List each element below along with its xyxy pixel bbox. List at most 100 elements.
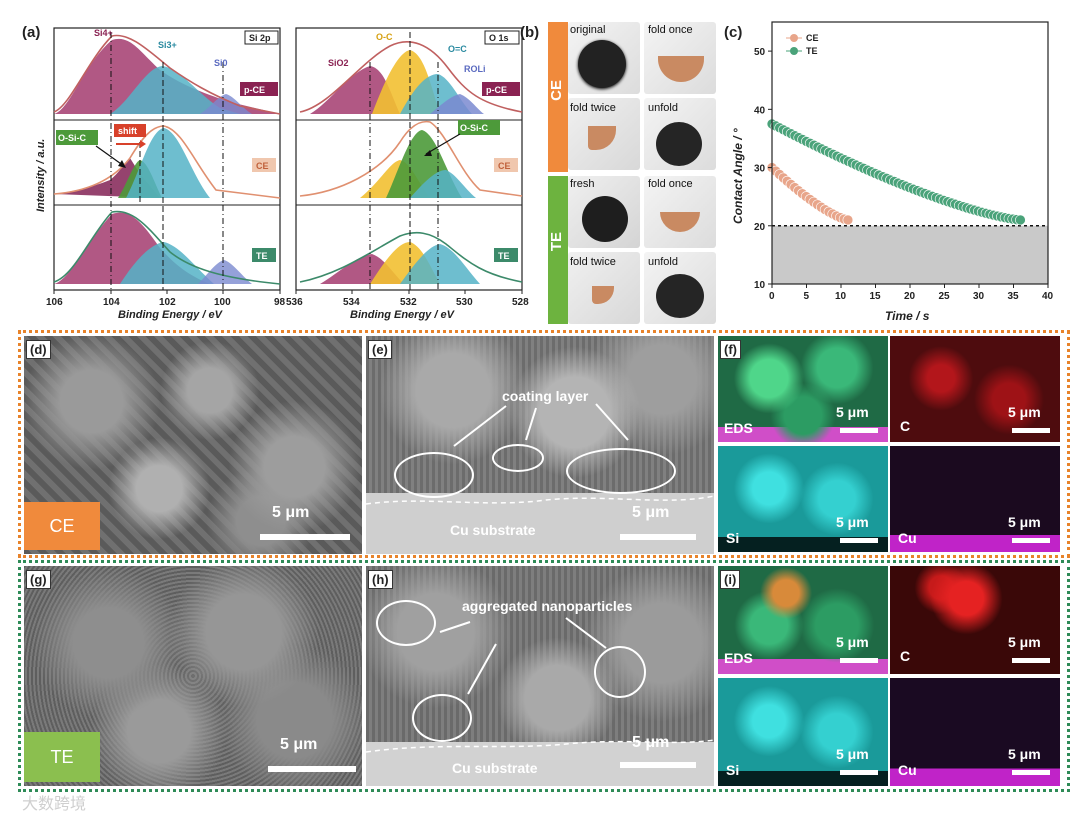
panel-g-label: (g) [26,570,51,589]
o1s-peak-3: ROLi [464,64,486,74]
si2p-xtick-1: 104 [103,297,120,308]
scale-label-g: 5 μm [280,736,318,753]
eds-tile-i-eds: (i) EDS 5 μm [718,566,888,674]
tile-f-c-label: C [900,418,911,434]
particle-outline-3 [566,448,676,494]
data-point-te [1015,214,1026,226]
si2p-xtick-0: 106 [46,297,63,308]
tile-f-si-label: Si [726,530,740,546]
chart-c-xtick: 40 [1042,291,1054,302]
ce-group-label: CE [548,80,565,101]
te-tag: TE [24,732,100,782]
o1s-xlabel: Binding Energy / eV [350,309,456,321]
o1s-title: O 1s [489,33,509,43]
panel-b-label: (b) [520,24,540,41]
tile-i-c-bar [1012,658,1050,663]
o1s-peak-1: O-C [376,32,393,42]
eds-tile-i-c: C 5 μm [890,566,1060,674]
particle-outline-1 [394,452,474,498]
si2p-row-1: CE [256,161,269,171]
tile-i-si-label: Si [726,762,740,778]
np-circle-1 [376,600,436,646]
tile-i-si-scale: 5 μm [836,746,869,762]
chart-c-ylabel: Contact Angle / ° [731,128,745,224]
si2p-peak-2: Si0 [214,58,228,68]
scale-bar-g [268,766,356,772]
tile-i-eds-scale: 5 μm [836,634,869,650]
panel-c-label: (c) [724,24,743,41]
o1s-xtick-2: 532 [400,297,417,308]
data-point-ce [842,214,854,226]
o1s-xtick-0: 536 [286,297,303,308]
scale-bar-d [260,534,350,540]
chart-c-xlabel: Time / s [885,309,930,323]
tile-i-c-label: C [900,648,911,664]
panel-e-label: (e) [368,340,392,359]
sem-te-surface: (g) TE 5 μm [24,566,362,786]
tile-i-c-scale: 5 μm [1008,634,1041,650]
panel-f-label: (f) [720,340,741,359]
te-group-label: TE [548,232,565,252]
o1s-peak-0: SiO2 [328,58,349,68]
legend-te-marker [790,47,798,55]
np-circle-3 [594,646,646,698]
chart-c-xtick: 0 [769,291,775,302]
ce-group-bar [548,22,568,172]
tile-f-cu-label: Cu [898,530,917,546]
photo-ce-fold-once: fold once [644,22,716,94]
eds-tile-f-cu: Cu 5 μm [890,446,1060,552]
chart-c-xtick: 5 [804,291,810,302]
photo-te-fresh: fresh [568,176,640,248]
tile-f-eds-bar [840,428,878,433]
chart-c-ytick: 20 [754,222,766,233]
tile-f-cu-scale: 5 μm [1008,514,1041,530]
coating-layer-label: coating layer [502,388,589,404]
eds-tile-i-si: Si 5 μm [718,678,888,786]
tile-f-c-scale: 5 μm [1008,404,1041,420]
chart-c-xtick: 20 [904,291,916,302]
xps-si2p-plot: 106 104 102 100 98 Binding Energy / eV I… [35,27,286,321]
xps-o1s-plot: 536 534 532 530 528 Binding Energy / eV … [286,27,529,321]
si2p-peak-0: Si4+ [94,28,113,38]
si2p-xtick-3: 100 [214,297,231,308]
cu-substrate-label-h: Cu substrate [452,760,538,776]
o1s-row-2: TE [498,251,510,261]
panel-a-label: (a) [22,24,41,41]
te-group-bar [548,176,568,324]
photo-te-fold-once: fold once [644,176,716,248]
particle-outline-2 [492,444,544,472]
aggregated-nanoparticles-label: aggregated nanoparticles [462,598,633,614]
si2p-xtick-4: 98 [274,297,286,308]
scale-bar-h [620,762,696,768]
photo-ce-unfold: unfold [644,98,716,170]
scale-label-e: 5 μm [632,504,670,521]
panel-i-label: (i) [720,570,741,589]
shift-label: shift [118,126,137,136]
legend-te-label: TE [806,46,818,56]
photo-te-unfold: unfold [644,252,716,324]
chart-c-xtick: 15 [870,291,882,302]
scale-label-d: 5 μm [272,504,310,521]
tile-f-eds-label: EDS [724,420,753,436]
watermark: 大数跨境 [22,794,87,813]
chart-c-ytick: 30 [754,164,766,175]
cu-substrate-label-e: Cu substrate [450,522,536,538]
tile-i-cu-scale: 5 μm [1008,746,1041,762]
eds-tile-f-c: C 5 μm [890,336,1060,442]
o1s-xtick-4: 528 [512,297,529,308]
sem-ce-cross-section: (e) coating layer Cu substrate 5 μm [366,336,714,554]
np-circle-2 [412,694,472,742]
photo-ce-original: original [568,22,640,94]
o1s-xtick-1: 534 [343,297,360,308]
ce-tag: CE [24,502,100,550]
chart-c-ytick: 10 [754,280,766,291]
si2p-xlabel: Binding Energy / eV [118,309,224,321]
si2p-peak-1: Si3+ [158,40,177,50]
chart-c-ytick: 40 [754,105,766,116]
shaded-region [772,225,1048,284]
legend-ce-label: CE [806,33,819,43]
contact-angle-chart: 0 5 10 15 20 25 30 35 40 10 20 30 40 50 Time / s Cont… [731,21,1054,323]
o1s-row-1: CE [498,161,511,171]
photo-te-fold-twice: fold twice [568,252,640,324]
chart-c-xtick: 10 [835,291,847,302]
